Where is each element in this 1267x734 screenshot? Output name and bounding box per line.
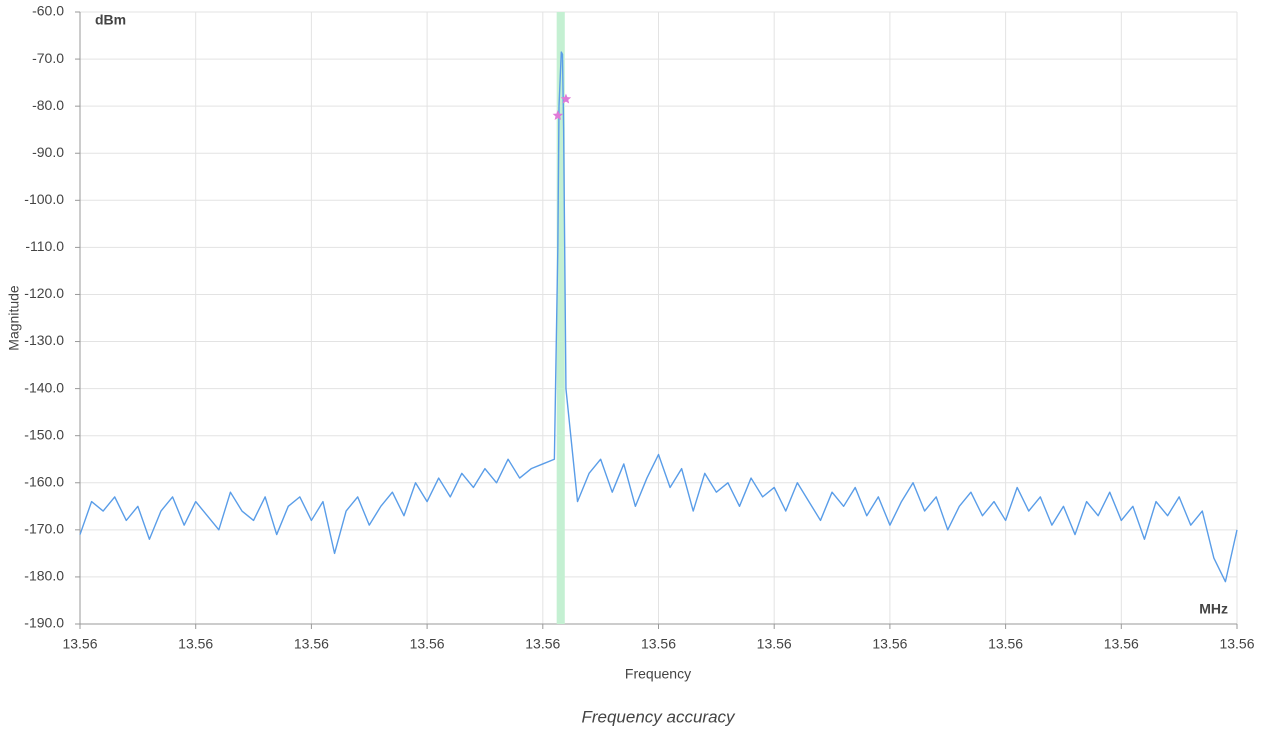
chart-title: Frequency accuracy: [581, 707, 736, 726]
x-unit: MHz: [1199, 601, 1228, 617]
y-tick-label: -150.0: [24, 426, 64, 442]
y-tick-label: -70.0: [32, 50, 64, 66]
y-axis-label: Magnitude: [6, 285, 22, 351]
x-tick-label: 13.56: [641, 636, 676, 652]
x-tick-label: 13.56: [62, 636, 97, 652]
y-tick-label: -90.0: [32, 144, 64, 160]
y-tick-label: -60.0: [32, 3, 64, 19]
y-tick-label: -180.0: [24, 568, 64, 584]
x-tick-label: 13.56: [294, 636, 329, 652]
y-tick-label: -80.0: [32, 97, 64, 113]
x-tick-label: 13.56: [178, 636, 213, 652]
y-tick-label: -190.0: [24, 615, 64, 631]
x-axis-label: Frequency: [625, 666, 691, 682]
y-tick-label: -120.0: [24, 285, 64, 301]
x-tick-label: 13.56: [1219, 636, 1254, 652]
y-tick-label: -130.0: [24, 332, 64, 348]
y-tick-label: -160.0: [24, 473, 64, 489]
y-tick-label: -100.0: [24, 191, 64, 207]
highlight-band: [556, 12, 565, 624]
x-tick-label: 13.56: [872, 636, 907, 652]
x-tick-label: 13.56: [757, 636, 792, 652]
spectrum-line: [79, 51, 1238, 583]
y-tick-label: -140.0: [24, 379, 64, 395]
y-unit: dBm: [95, 12, 126, 28]
marker-star: [552, 110, 564, 121]
marker-star: [560, 93, 572, 104]
x-tick-label: 13.56: [988, 636, 1023, 652]
y-tick-label: -110.0: [25, 238, 64, 254]
x-tick-label: 13.56: [1104, 636, 1139, 652]
x-tick-label: 13.56: [525, 636, 560, 652]
x-tick-label: 13.56: [410, 636, 445, 652]
y-tick-label: -170.0: [24, 521, 64, 537]
